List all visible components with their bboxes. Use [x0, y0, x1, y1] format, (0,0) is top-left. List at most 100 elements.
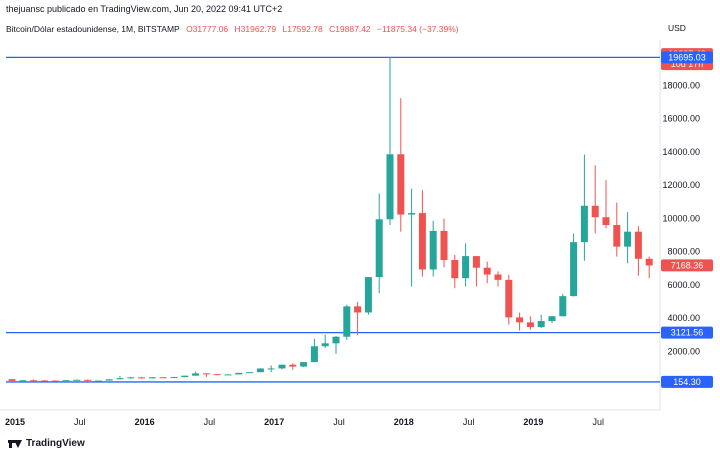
candle-body [494, 274, 502, 280]
candle-body [472, 256, 480, 268]
brand-name: TradingView [26, 438, 85, 449]
y-tick-label: 2000.00 [667, 346, 700, 356]
y-tick-label: 14000.00 [662, 147, 700, 157]
y-tick-label: 6000.00 [667, 280, 700, 290]
tradingview-brand[interactable]: TradingView [8, 438, 85, 449]
x-tick-label: Jul [463, 417, 475, 427]
x-tick-label: Jul [592, 417, 604, 427]
candle-body [19, 380, 27, 382]
candle-body [289, 364, 297, 367]
candle-body [559, 296, 567, 317]
currency-label: USD [668, 23, 686, 33]
level-price-tag: 154.30 [673, 377, 701, 387]
tradingview-logo-icon [8, 439, 22, 448]
x-tick-label: 2015 [5, 417, 25, 427]
y-tick-label: 8000.00 [667, 247, 700, 257]
x-tick-label: 2019 [523, 417, 543, 427]
candle-body [483, 267, 491, 275]
candle-body [94, 380, 102, 382]
candle-body [310, 346, 318, 363]
candle-body [224, 374, 232, 376]
candle-body [613, 225, 621, 247]
y-tick-label: 18000.00 [662, 81, 700, 91]
candle-body [148, 377, 156, 379]
candle-body [105, 379, 113, 381]
candle-body [8, 379, 16, 381]
candle-body [451, 260, 459, 279]
candle-body [51, 380, 59, 382]
candle-body [364, 277, 372, 313]
ohlc-open: O31777.06 [186, 24, 229, 34]
level-price-tag: 19695.03 [668, 52, 706, 62]
candle-body [343, 306, 351, 337]
last-price-tag-bg [661, 259, 713, 272]
y-tick-label: 12000.00 [662, 180, 700, 190]
candle-body [300, 362, 308, 367]
candle-body [192, 373, 200, 376]
candle-body [397, 154, 405, 215]
ohlc-high: H31962.79 [234, 24, 277, 34]
candle-body [375, 219, 383, 278]
candle-body [408, 213, 416, 215]
candle-body [116, 378, 124, 380]
x-tick-label: Jul [74, 417, 86, 427]
level-price-tag-bg [661, 51, 713, 64]
candle-body [580, 205, 588, 243]
candle-body [602, 217, 610, 226]
symbol-legend: Bitcoin/Dólar estadounidense, 1M, BITSTA… [6, 24, 463, 34]
candle-body [645, 258, 653, 266]
publish-line: thejuansc publicado en TradingView.com, … [6, 4, 283, 14]
candle-body [537, 320, 545, 328]
candle-body [634, 231, 642, 259]
candle-body [213, 374, 221, 376]
candle-body [30, 380, 38, 382]
candle-body [62, 380, 70, 382]
candle-body [278, 364, 286, 369]
last-price-tag: 7168.36 [671, 260, 704, 270]
candle-body [526, 322, 534, 328]
x-tick-label: 2018 [394, 417, 414, 427]
candle-body [170, 377, 178, 379]
candle-body [570, 242, 578, 297]
candle-body [84, 379, 92, 381]
candle-body [267, 368, 275, 370]
candle-body [138, 377, 146, 379]
x-tick-label: Jul [333, 417, 345, 427]
candle-body [73, 379, 81, 381]
candle-body [246, 372, 254, 374]
candle-body [354, 306, 362, 313]
candle-body [386, 154, 394, 220]
ohlc-change: −11875.34 (−37.39%) [377, 24, 459, 34]
y-tick-label: 10000.00 [662, 213, 700, 223]
candle-body [462, 256, 470, 279]
level-price-tag-bg [661, 326, 713, 339]
candle-body [591, 205, 599, 218]
x-tick-label: 2017 [264, 417, 284, 427]
ohlc-close: C19887.42 [329, 24, 371, 34]
candle-body [429, 230, 437, 270]
candle-body [256, 368, 264, 373]
candle-body [202, 373, 210, 375]
x-tick-label: Jul [204, 417, 216, 427]
ohlc-low: L17592.78 [282, 24, 323, 34]
y-tick-label: 4000.00 [667, 313, 700, 323]
current-price-tag: 10d 17h [671, 59, 704, 69]
level-price-tag-bg [661, 375, 713, 388]
candle-body [40, 380, 48, 382]
candle-body [181, 375, 189, 378]
symbol-line: Bitcoin/Dólar estadounidense, 1M, BITSTA… [6, 24, 180, 34]
candle-body [440, 230, 448, 261]
candle-body [332, 336, 340, 344]
candle-body [505, 279, 513, 318]
candle-body [418, 213, 426, 270]
candle-body [321, 343, 329, 347]
candle-body [235, 372, 243, 375]
x-tick-label: 2016 [135, 417, 155, 427]
candle-body [548, 316, 556, 321]
y-tick-label: 16000.00 [662, 114, 700, 124]
ohlc-values: O31777.06 H31962.79 L17592.78 C19887.42 … [186, 24, 463, 34]
candle-body [159, 377, 167, 379]
candle-body [624, 231, 632, 247]
level-price-tag: 3121.56 [671, 328, 704, 338]
